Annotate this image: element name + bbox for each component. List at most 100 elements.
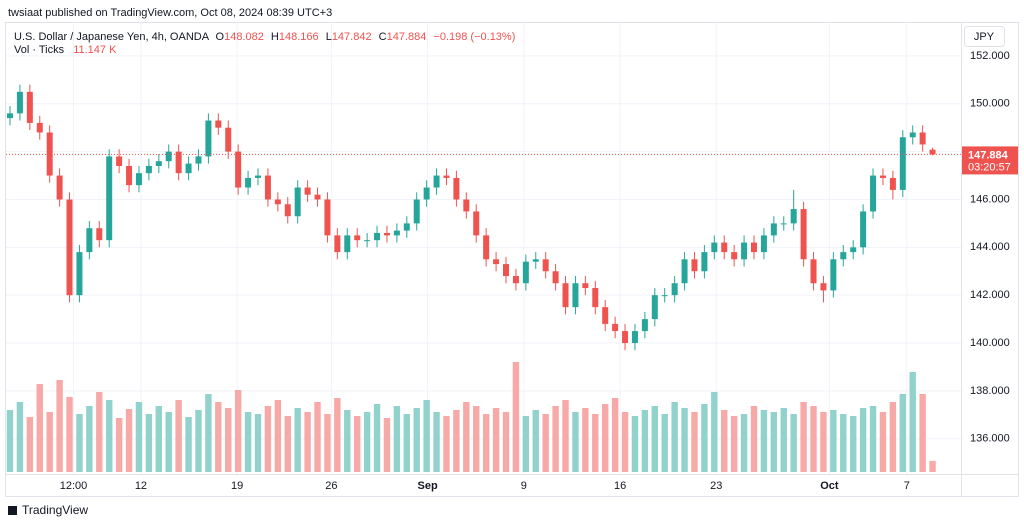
- volume-bar: [790, 414, 797, 472]
- candle-body: [860, 211, 867, 248]
- volume-bar: [611, 398, 619, 472]
- volume-bar: [522, 416, 530, 472]
- low-value: 147.842: [332, 31, 372, 43]
- volume-bar: [770, 412, 778, 472]
- volume-value: 11.147 K: [73, 44, 117, 56]
- candle-body: [542, 259, 549, 272]
- candle-body: [235, 151, 242, 188]
- candle-body: [314, 194, 321, 200]
- currency-box[interactable]: [964, 26, 1005, 47]
- volume-bar: [26, 417, 34, 472]
- candle-body: [185, 163, 192, 174]
- candle-body: [195, 156, 202, 164]
- volume-bar: [16, 402, 24, 472]
- volume-bar: [572, 412, 579, 472]
- candle-body: [135, 173, 142, 186]
- candle-body: [830, 259, 837, 291]
- volume-bar: [264, 406, 272, 472]
- candle-body: [731, 252, 738, 260]
- volume-bar: [919, 394, 926, 472]
- volume-bar: [155, 406, 162, 472]
- volume-bar: [6, 410, 14, 472]
- volume-bar: [820, 412, 827, 472]
- candle-body: [850, 247, 857, 253]
- volume-bar: [76, 414, 83, 472]
- y-tick-label: 146.000: [970, 193, 1010, 205]
- candle-body: [403, 223, 410, 231]
- candle-body: [562, 283, 569, 308]
- chart-frame: [5, 22, 1019, 497]
- volume-bar: [661, 414, 668, 472]
- candle-body: [661, 295, 668, 297]
- candle-body: [324, 199, 331, 236]
- candle-body: [86, 228, 93, 253]
- candle-body: [433, 175, 440, 188]
- candle-body: [870, 175, 877, 212]
- candle-body: [840, 252, 847, 260]
- open-label: O: [216, 31, 225, 43]
- volume-bar: [730, 416, 738, 472]
- candle-body: [681, 259, 688, 284]
- volume-bar: [492, 408, 500, 472]
- candle-body: [780, 223, 787, 225]
- volume-bar: [502, 412, 510, 472]
- volume-bar: [443, 416, 450, 472]
- candle-body: [760, 235, 767, 253]
- volume-bar: [344, 410, 351, 472]
- candle-body: [512, 276, 519, 284]
- volume-bar: [631, 416, 639, 472]
- volume-bar: [869, 406, 877, 472]
- candle-body: [751, 242, 757, 253]
- volume-bar: [145, 414, 153, 472]
- candle-body: [899, 137, 906, 190]
- volume-bar: [721, 410, 728, 472]
- high-label: H: [271, 31, 279, 43]
- candle-body: [641, 319, 648, 332]
- y-tick-label: 136.000: [970, 433, 1010, 445]
- candle-body: [374, 232, 381, 241]
- volume-bar: [125, 409, 133, 472]
- candle-body: [572, 283, 579, 308]
- volume-bar: [106, 400, 113, 472]
- x-tick-label: 26: [325, 480, 337, 492]
- candle-body: [106, 156, 113, 241]
- candle-body: [889, 177, 896, 190]
- volume-legend: Vol · Ticks 11.147 K: [14, 44, 117, 56]
- candle-body: [225, 127, 232, 152]
- volume-bar: [671, 402, 678, 472]
- volume-bar: [810, 406, 817, 472]
- volume-bar: [512, 362, 520, 472]
- currency[interactable]: JPY: [974, 31, 995, 43]
- candle-body: [582, 283, 589, 289]
- candle-body: [651, 295, 658, 320]
- volume-bar: [929, 460, 936, 472]
- candle-body: [165, 151, 172, 162]
- volume-bar: [750, 406, 758, 472]
- volume-bar: [641, 410, 649, 472]
- candle-body: [96, 228, 103, 241]
- candle-body: [76, 252, 83, 296]
- candle-body: [810, 259, 817, 284]
- volume-bar: [234, 390, 242, 472]
- candle-body: [36, 122, 43, 133]
- candle-body: [631, 331, 638, 344]
- volume-bar: [760, 410, 768, 472]
- y-tick-label: 150.000: [970, 98, 1010, 110]
- volume-bar: [274, 400, 282, 472]
- x-tick-label: Sep: [418, 480, 438, 492]
- candle-body: [413, 199, 420, 224]
- x-tick-label: 12: [135, 480, 147, 492]
- volume-bar: [463, 402, 470, 472]
- volume-bar: [552, 406, 559, 472]
- volume-bar: [800, 402, 807, 472]
- volume-bar: [859, 408, 867, 472]
- candle-body: [383, 232, 390, 236]
- volume-title: Vol · Ticks: [14, 44, 65, 56]
- volume-bar: [473, 406, 480, 472]
- candle-body: [255, 175, 261, 178]
- candle-body: [741, 242, 748, 260]
- candle-body: [919, 132, 926, 145]
- candle-body: [304, 187, 311, 195]
- volume-bar: [850, 416, 857, 472]
